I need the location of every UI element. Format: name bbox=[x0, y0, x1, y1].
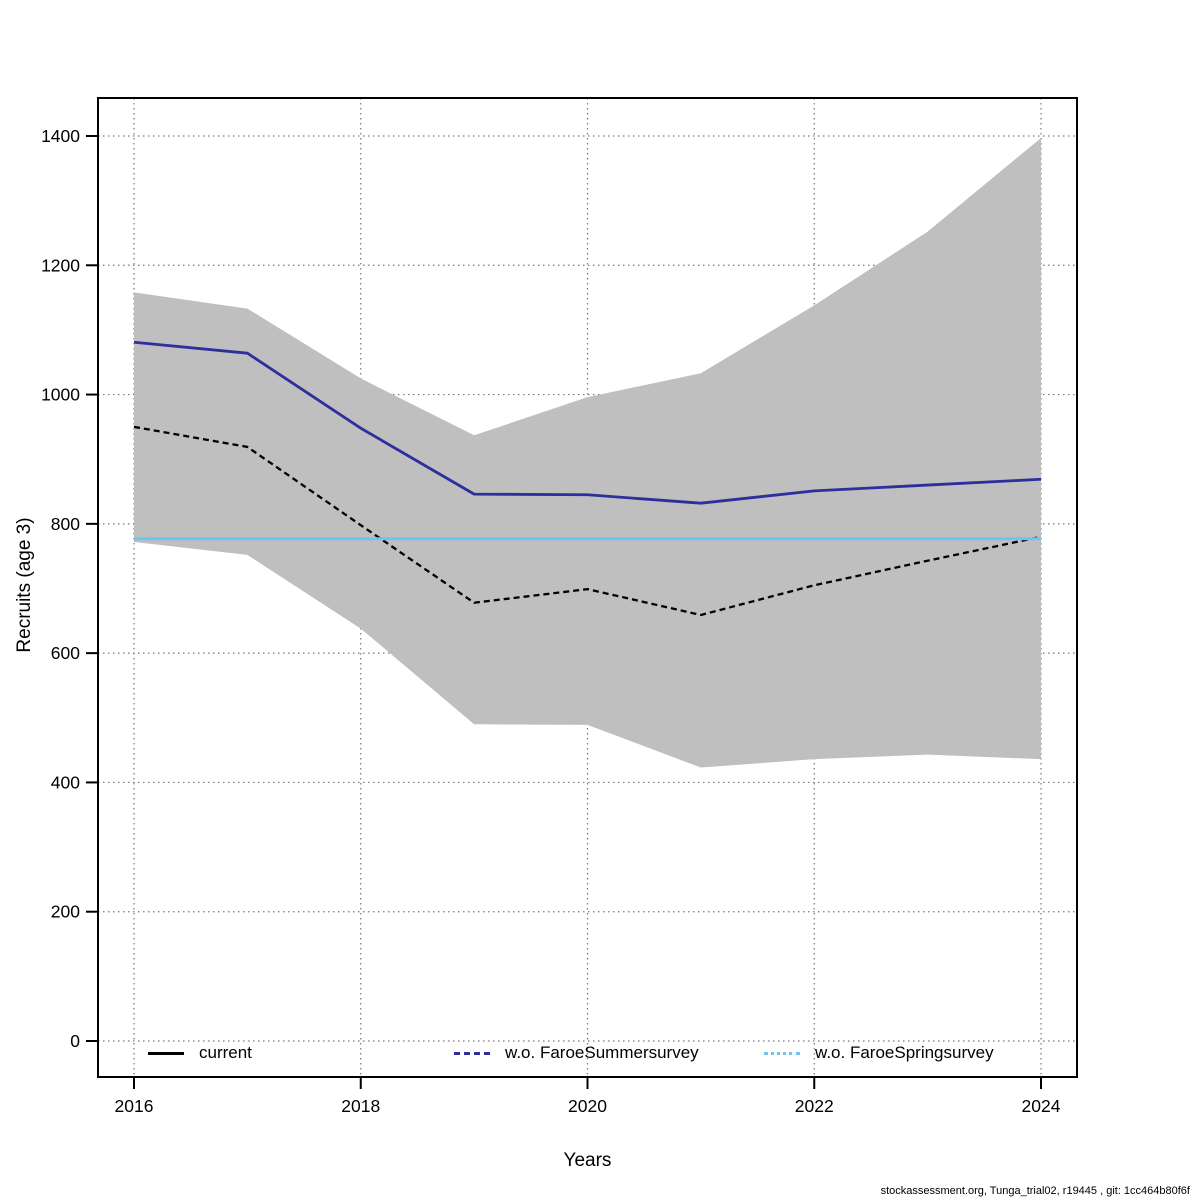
legend-item-springsurvey: w.o. FaroeSpringsurvey bbox=[764, 1043, 994, 1063]
x-axis-title: Years bbox=[563, 1150, 612, 1171]
y-axis-title: Recruits (age 3) bbox=[14, 517, 35, 653]
axis-ticks bbox=[86, 135, 1042, 1089]
x-tick-label: 2024 bbox=[1022, 1096, 1061, 1116]
legend-line-springsurvey-icon bbox=[764, 1051, 800, 1055]
footer-source-text: stockassessment.org, Tunga_trial02, r194… bbox=[880, 1185, 1190, 1197]
x-tick-label: 2020 bbox=[568, 1096, 607, 1116]
legend-item-current: current bbox=[148, 1043, 252, 1063]
legend-line-current-icon bbox=[148, 1051, 184, 1055]
y-tick-label: 1200 bbox=[41, 255, 80, 275]
legend-label-current: current bbox=[199, 1043, 252, 1062]
x-tick-label: 2022 bbox=[795, 1096, 834, 1116]
y-tick-label: 0 bbox=[70, 1031, 80, 1051]
x-tick-label: 2016 bbox=[115, 1096, 154, 1116]
y-tick-label: 600 bbox=[51, 643, 80, 663]
axis-tick-labels: 0 200 400 600 800 1000 1200 1400 2016 2018 2020 202… bbox=[41, 126, 1061, 1116]
y-tick-label: 1000 bbox=[41, 385, 80, 405]
legend-label-springsurvey: w.o. FaroeSpringsurvey bbox=[815, 1043, 994, 1062]
x-tick-label: 2018 bbox=[341, 1096, 380, 1116]
legend-label-summersurvey: w.o. FaroeSummersurvey bbox=[505, 1043, 699, 1062]
y-tick-label: 400 bbox=[51, 772, 80, 792]
y-tick-label: 800 bbox=[51, 514, 80, 534]
y-tick-label: 1400 bbox=[41, 126, 80, 146]
y-tick-label: 200 bbox=[51, 902, 80, 922]
legend-item-summersurvey: w.o. FaroeSummersurvey bbox=[454, 1043, 699, 1063]
series-line-0 bbox=[133, 425, 1042, 617]
legend-line-summersurvey-icon bbox=[454, 1051, 490, 1055]
confidence-band bbox=[134, 137, 1041, 768]
series-line-1 bbox=[133, 340, 1042, 505]
